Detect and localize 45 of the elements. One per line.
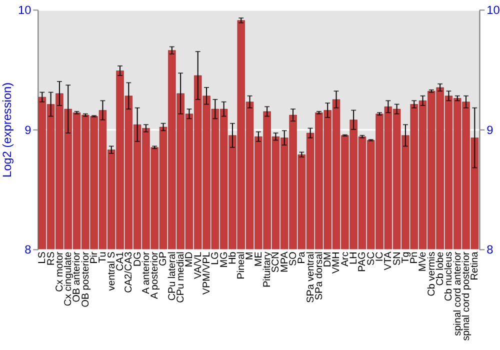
x-tick-label: A posterior	[150, 250, 161, 299]
x-tick-label: Hb	[227, 251, 238, 264]
x-tick-label: LG	[210, 252, 222, 265]
x-tick-label: Cb nucleus	[444, 252, 455, 302]
x-tick-label: CPu lateral	[166, 252, 178, 301]
x-tick-label: GP	[158, 251, 170, 266]
x-tick-label: CA2/CA3	[124, 251, 135, 293]
y2-tick-label: 8	[486, 242, 494, 257]
x-tick-label: RS	[46, 251, 57, 266]
x-tick-label: DG	[132, 252, 144, 267]
x-tick-label: IC	[374, 252, 386, 262]
x-tick-label: Tg	[400, 252, 412, 264]
x-tick-label: ventral S	[106, 251, 118, 291]
x-tick-label: Arc	[340, 252, 351, 267]
y-tick-label: 10	[18, 3, 32, 18]
x-tick-label: ME	[253, 251, 264, 267]
x-tick-label: OB anterior	[72, 250, 83, 302]
x-tick-label: SCN	[270, 252, 282, 273]
x-tick-label: SC	[366, 252, 377, 266]
x-tick-label: Cx motor	[54, 251, 66, 292]
x-tick-label: SN	[392, 252, 403, 266]
x-tick-label: CA1	[114, 251, 126, 271]
x-tick-label: SO	[288, 251, 299, 266]
x-tick-label: A anterior	[140, 251, 152, 294]
x-tick-label: OB posterior	[80, 251, 92, 308]
y-tick-label: 9	[24, 122, 32, 137]
x-tick-label: Tu	[98, 252, 109, 263]
x-tick-label: VTA	[383, 251, 394, 270]
x-tick-label: MVe	[418, 251, 429, 272]
y2-tick-label: 10	[486, 3, 500, 18]
x-tick-label: LS	[37, 251, 48, 264]
x-tick-label: M	[244, 252, 256, 260]
x-tick-label: spinal cord anterior	[452, 251, 464, 336]
x-tick-label: Cb vermis	[426, 252, 438, 296]
x-tick-label: PAG	[357, 252, 368, 272]
x-tick-label: MPA	[279, 251, 290, 272]
x-tick-label: VMH	[331, 252, 342, 274]
x-tick-label: spinal cord posterior	[460, 250, 472, 341]
y2-tick-label: 9	[486, 122, 494, 137]
x-tick-label: VPM/VPL	[201, 251, 212, 295]
x-tick-label: Pituitary	[262, 252, 274, 288]
y-tick-label: 8	[24, 242, 32, 257]
x-tick-label: Retina	[470, 251, 481, 280]
x-tick-label: SPa dorsal	[314, 252, 325, 300]
y-axis-title: Log2 (expression)	[0, 82, 14, 178]
